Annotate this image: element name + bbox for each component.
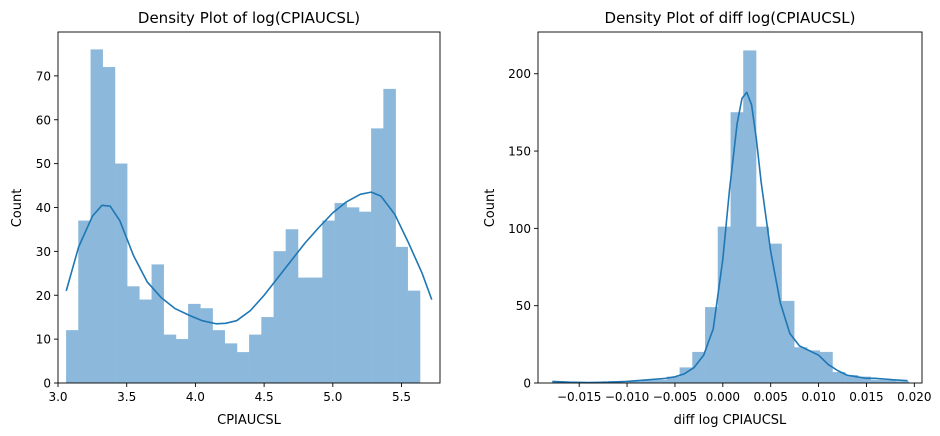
right-x-tick-label: −0.015	[557, 390, 601, 404]
left-histogram-bar	[297, 277, 311, 384]
left-histogram-bar	[310, 277, 323, 384]
left-histogram-bar	[102, 66, 116, 384]
left-histogram-bar	[200, 308, 213, 384]
right-y-tick-label: 50	[516, 299, 531, 313]
left-x-tick-label: 4.5	[255, 390, 274, 404]
left-histogram-bar	[358, 211, 372, 384]
left-x-axis-label: CPIAUCSL	[217, 413, 281, 428]
right-kde-line	[552, 91, 908, 384]
left-histogram-bar	[224, 343, 238, 384]
left-histogram-bar	[346, 207, 360, 384]
left-histogram-bar	[114, 163, 128, 384]
right-histogram-bar	[870, 379, 884, 384]
left-histogram-bar	[249, 334, 262, 384]
right-histogram-bar	[755, 226, 770, 384]
left-y-tick-label: 0	[43, 377, 51, 391]
left-x-tick-label: 3.0	[48, 390, 67, 404]
left-histogram-bar	[322, 220, 335, 384]
left-histogram-bar	[334, 202, 348, 384]
right-x-tick-label: 0.020	[897, 390, 931, 404]
right-histogram-bar	[819, 351, 833, 384]
left-histogram-bar	[261, 317, 274, 384]
left-histogram-bar	[127, 286, 140, 384]
right-y-tick-label: 200	[508, 67, 531, 81]
left-histogram-bar	[163, 334, 177, 384]
right-y-tick-label: 150	[508, 145, 531, 159]
left-histogram-bar	[66, 330, 79, 384]
right-x-tick-label: −0.010	[605, 390, 649, 404]
left-histogram-bar	[212, 330, 226, 384]
right-axes-frame	[537, 31, 923, 384]
left-y-tick-label: 30	[36, 245, 51, 259]
right-x-tick-label: 0.005	[754, 390, 788, 404]
right-x-tick-label: 0.010	[801, 390, 835, 404]
right-histogram-bar	[730, 112, 744, 384]
left-x-tick-label: 5.0	[323, 390, 342, 404]
left-histogram-bar	[175, 338, 189, 384]
left-y-tick-label: 40	[36, 201, 51, 215]
left-histogram-bar	[236, 352, 250, 384]
right-x-tick-label: 0.015	[849, 390, 883, 404]
right-histogram-bar	[768, 243, 782, 384]
left-y-tick-label: 70	[36, 69, 51, 83]
left-histogram-bar	[395, 246, 409, 384]
left-y-tick-label: 50	[36, 157, 51, 171]
left-histogram-bar	[383, 88, 396, 384]
right-x-tick-label: 0.000	[706, 390, 740, 404]
left-histogram-bar	[407, 290, 421, 384]
left-chart-title: Density Plot of log(CPIAUCSL)	[138, 9, 360, 27]
left-histogram-bar	[151, 264, 165, 384]
right-y-tick-label: 0	[523, 377, 531, 391]
left-histogram-bar	[139, 299, 152, 384]
left-x-tick-label: 3.5	[117, 390, 136, 404]
right-y-axis-label: Count	[483, 189, 498, 228]
right-chart: Density Plot of diff log(CPIAUCSL) −0.01…	[483, 9, 932, 428]
left-y-axis-label: Count	[10, 189, 25, 228]
left-y-tick-label: 20	[36, 289, 51, 303]
right-y-tick-label: 100	[508, 222, 531, 236]
left-histogram-bar	[371, 128, 384, 384]
right-histogram-bar	[654, 379, 668, 384]
left-kde-line	[65, 191, 433, 325]
left-y-tick-label: 10	[36, 333, 51, 347]
left-histogram-bar	[273, 251, 287, 384]
left-y-tick-label: 60	[36, 113, 51, 127]
right-histogram-bar	[794, 347, 808, 384]
right-chart-title: Density Plot of diff log(CPIAUCSL)	[605, 9, 856, 27]
left-x-tick-label: 4.0	[186, 390, 205, 404]
left-x-tick-label: 5.5	[392, 390, 411, 404]
right-plot-area: −0.015 −0.010 −0.005 0.000 0.005 0.010 0.015 0.…	[508, 31, 932, 404]
right-x-tick-label: −0.005	[653, 390, 697, 404]
left-chart: Density Plot of log(CPIAUCSL) 3.0 3.5 4.0 4…	[10, 9, 441, 428]
left-plot-area: 3.0 3.5 4.0 4.5 5.0 5.5 0 10 20 30 40 50 60 70	[36, 31, 441, 404]
left-histogram-bar	[285, 229, 299, 384]
right-x-axis-label: diff log CPIAUCSL	[674, 413, 787, 428]
